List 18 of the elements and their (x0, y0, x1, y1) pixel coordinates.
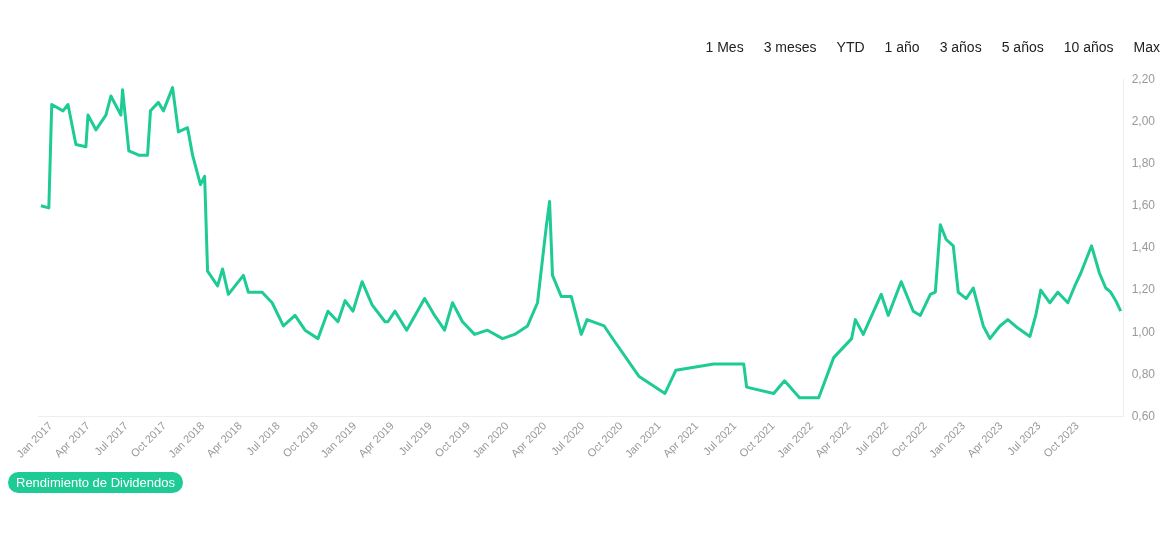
text: 5 años (1000, 38, 1045, 57)
text: Rendimiento de Dividendos (8, 472, 183, 493)
text: YTD (835, 38, 866, 57)
text: 1 Mes (704, 38, 745, 57)
y-tick-label: 2,00 (1131, 113, 1156, 128)
y-tick-label: 1,40 (1131, 240, 1156, 255)
y-tick-label: 1,20 (1131, 282, 1156, 297)
y-tick-label: 1,80 (1131, 155, 1156, 170)
text: 3 años (938, 38, 983, 57)
y-tick-label: 0,80 (1131, 366, 1156, 381)
y-tick-label: 0,60 (1131, 408, 1156, 423)
y-tick-label: 2,20 (1131, 71, 1156, 86)
y-tick-label: 1,60 (1131, 198, 1156, 213)
text: 3 meses (762, 38, 818, 57)
text: 10 años (1062, 38, 1115, 57)
text: 1 año (883, 38, 921, 57)
y-tick-label: 1,00 (1131, 324, 1156, 339)
text: Max (1132, 38, 1161, 57)
